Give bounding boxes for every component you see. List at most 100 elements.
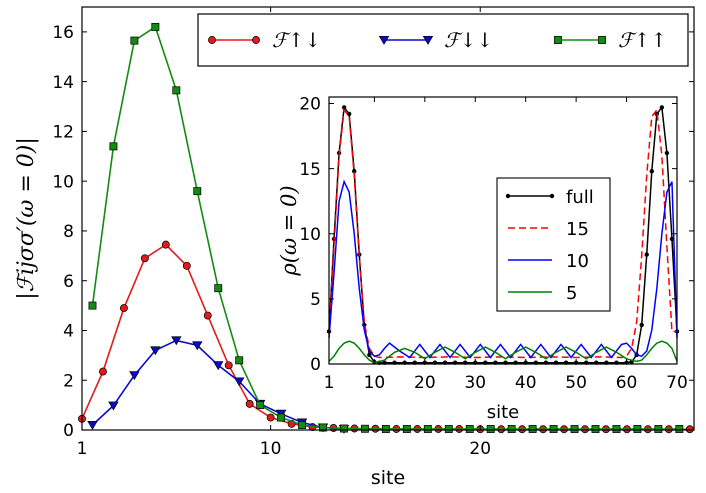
data-point (570, 425, 579, 433)
data-point (549, 425, 558, 433)
plot-frame (81, 6, 695, 431)
data-point (129, 371, 140, 381)
y-tick-label: 15 (299, 160, 321, 180)
y-tick-label: 10 (299, 225, 321, 245)
y-tick-label: 16 (52, 23, 74, 43)
data-point (256, 401, 265, 410)
data-point (612, 425, 621, 433)
y-tick-label: 14 (52, 73, 74, 93)
y-tick-label: 5 (310, 290, 321, 310)
legend-marker (208, 36, 216, 44)
data-point (528, 425, 537, 433)
data-point (360, 424, 369, 433)
y-tick-label: 20 (299, 95, 321, 115)
legend-entry: full (505, 187, 594, 208)
legend-label: 5 (566, 283, 577, 304)
legend-marker (422, 35, 434, 45)
data-point (266, 413, 275, 422)
data-point (685, 425, 694, 434)
data-point (193, 187, 202, 196)
data-point (151, 22, 160, 31)
y-tick-label: 0 (63, 421, 74, 441)
series-line (91, 339, 345, 430)
data-point (346, 111, 352, 117)
data-point (675, 425, 684, 433)
data-point (172, 86, 181, 95)
x-tick-label: 1 (324, 373, 335, 393)
inset-series-group (326, 105, 680, 365)
data-point (367, 352, 372, 358)
legend-label: 15 (566, 219, 589, 240)
main-series-group (78, 22, 694, 434)
legend-label: full (566, 187, 594, 208)
data-point (381, 425, 390, 433)
data-point (664, 150, 670, 156)
legend-entry: 10 (508, 251, 589, 272)
data-point (465, 425, 474, 433)
x-tick-label: 20 (414, 373, 436, 393)
data-point (644, 252, 649, 257)
data-point (245, 399, 254, 408)
legend-marker (549, 193, 555, 199)
data-point (341, 105, 347, 110)
data-point (171, 336, 182, 346)
data-point (182, 261, 191, 270)
y-tick-label: 10 (52, 172, 74, 192)
inset-series-1 (328, 108, 677, 359)
series-line (328, 179, 678, 359)
data-point (150, 346, 161, 356)
series-downdown (87, 336, 350, 434)
legend-box (197, 13, 689, 67)
x-tick-label: 50 (565, 373, 587, 393)
data-point (214, 284, 223, 293)
legend-entry: 15 (508, 219, 589, 240)
y-axis-label: |ℱijσσ′(ω = 0)| (14, 137, 39, 300)
x-tick-label: 70 (666, 373, 688, 393)
data-point (109, 142, 118, 151)
series-line (328, 108, 677, 359)
data-point (235, 356, 244, 365)
data-point (140, 254, 149, 263)
legend-label: ℱ↓↓ (444, 28, 493, 52)
data-point (233, 377, 245, 387)
inset-plot: 1 10 20 30 40 50 60 70 0 5 10 15 20 site ρ(ω = 0) full 1… (277, 95, 688, 423)
data-point (203, 311, 212, 320)
data-point (87, 420, 98, 430)
data-point (161, 240, 170, 249)
data-point (633, 425, 642, 433)
data-point (659, 105, 665, 110)
x-tick-label: 1 (77, 439, 88, 459)
data-point (319, 423, 327, 432)
data-point (119, 304, 128, 313)
data-point (277, 413, 286, 422)
x-tick-label: 10 (364, 373, 386, 393)
data-point (649, 169, 654, 174)
data-point (213, 361, 224, 371)
data-point (192, 341, 203, 351)
legend-label: ℱ↑↑ (618, 28, 667, 52)
data-point (486, 425, 495, 433)
data-point (88, 301, 97, 310)
x-tick-label: 20 (469, 439, 491, 459)
data-point (423, 425, 432, 433)
legend-entry: 5 (508, 283, 577, 304)
y-tick-label: 8 (63, 222, 74, 242)
data-point (654, 425, 663, 433)
x-axis-label: site (371, 467, 405, 489)
data-point (298, 421, 307, 429)
series-upup (88, 22, 684, 433)
data-point (99, 367, 107, 376)
x-tick-label: 30 (464, 373, 486, 393)
legend-marker (378, 35, 390, 45)
data-point (639, 322, 644, 328)
x-tick-label: 60 (616, 373, 638, 393)
data-point (352, 169, 357, 174)
y-tick-label: 4 (63, 322, 74, 342)
x-tick-label: 10 (260, 439, 282, 459)
plot-frame (328, 96, 678, 365)
main-legend: ℱ↑↓ ℱ↓↓ ℱ↑↑ (197, 13, 689, 67)
legend-box (496, 177, 611, 312)
y-tick-label: 12 (52, 123, 74, 143)
